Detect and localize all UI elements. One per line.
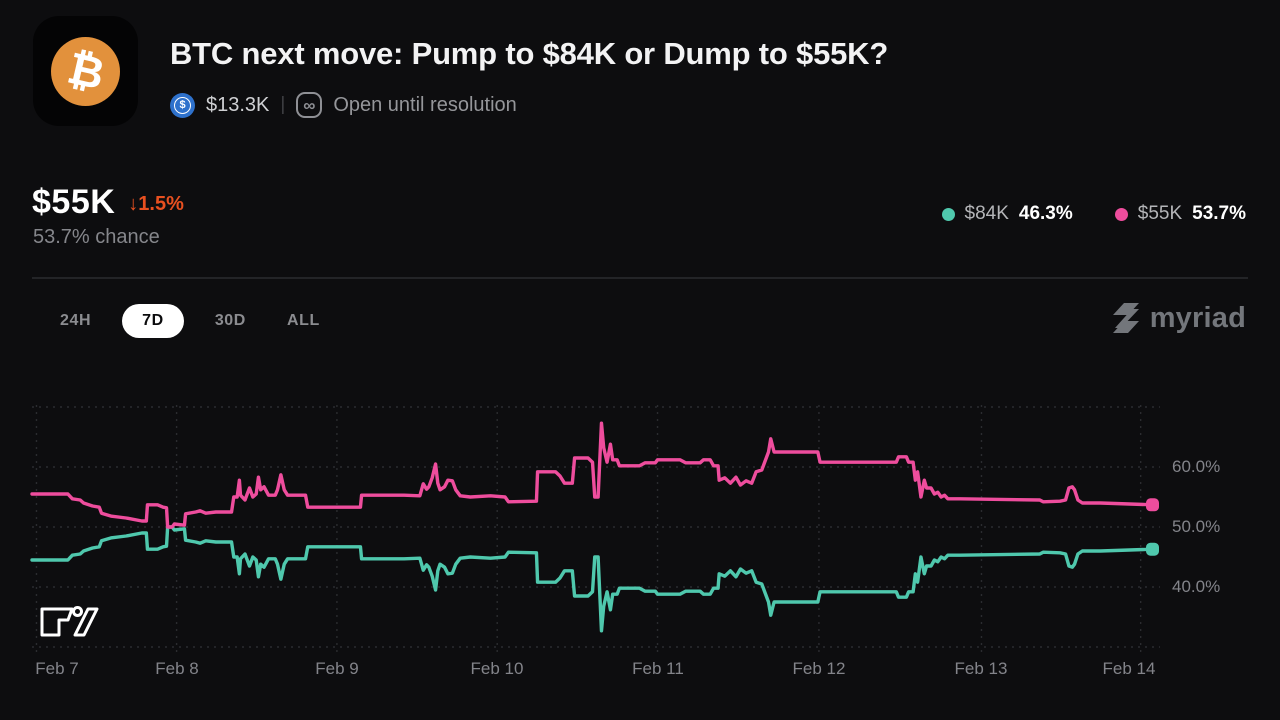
- bitcoin-glyph: ₿: [62, 43, 109, 99]
- market-volume: $13.3K: [206, 93, 270, 116]
- x-axis-tick: Feb 7: [35, 659, 79, 678]
- market-title: BTC next move: Pump to $84K or Dump to $…: [170, 36, 889, 71]
- outcome-price: $55K: [32, 183, 116, 221]
- chart-legend: $84K 46.3% $55K 53.7%: [941, 203, 1246, 225]
- legend-item-55k: $55K 53.7%: [1114, 203, 1246, 225]
- x-axis-tick: Feb 12: [792, 659, 846, 678]
- price-change: ↓1.5%: [128, 193, 184, 215]
- outcome-price-row: $55K ↓1.5%: [32, 183, 184, 222]
- legend-dot-55k-icon: [1114, 207, 1128, 221]
- x-axis-tick: Feb 8: [155, 659, 199, 678]
- market-status: Open until resolution: [333, 93, 517, 116]
- x-axis-tick: Feb 11: [632, 659, 684, 678]
- y-axis-tick: 50.0%: [1172, 517, 1221, 536]
- market-meta-row: $ $13.3K | ∞ Open until resolution: [170, 92, 517, 118]
- price-chart[interactable]: [0, 390, 1280, 670]
- market-logo-card: ₿: [33, 16, 138, 126]
- chance-label: 53.7% chance: [33, 226, 160, 248]
- y-axis-tick: 40.0%: [1172, 577, 1221, 596]
- tab-24h[interactable]: 24H: [60, 312, 92, 329]
- x-axis-tick: Feb 13: [954, 659, 1008, 678]
- bitcoin-icon: ₿: [51, 37, 120, 106]
- x-axis-tick: Feb 14: [1102, 659, 1156, 678]
- legend-item-84k: $84K 46.3%: [941, 203, 1073, 225]
- time-range-tabs: 24H 7D 30D ALL: [50, 304, 330, 338]
- section-divider: [32, 277, 1248, 279]
- infinity-icon: ∞: [296, 92, 323, 118]
- down-arrow-icon: ↓: [128, 193, 139, 215]
- y-axis-tick: 60.0%: [1172, 457, 1221, 476]
- x-axis-tick: Feb 9: [315, 659, 359, 678]
- myriad-logo-text: myriad: [1149, 301, 1246, 334]
- tab-7d[interactable]: 7D: [122, 304, 184, 338]
- myriad-bolt-icon: [1112, 303, 1139, 333]
- usdc-icon: $: [170, 92, 195, 118]
- tab-all[interactable]: ALL: [286, 312, 320, 329]
- x-axis-tick: Feb 10: [470, 659, 524, 678]
- tab-30d[interactable]: 30D: [214, 312, 246, 329]
- legend-dot-84k-icon: [941, 207, 955, 221]
- tradingview-logo[interactable]: [38, 598, 100, 640]
- myriad-logo: myriad: [1111, 301, 1246, 335]
- meta-divider: |: [280, 94, 286, 115]
